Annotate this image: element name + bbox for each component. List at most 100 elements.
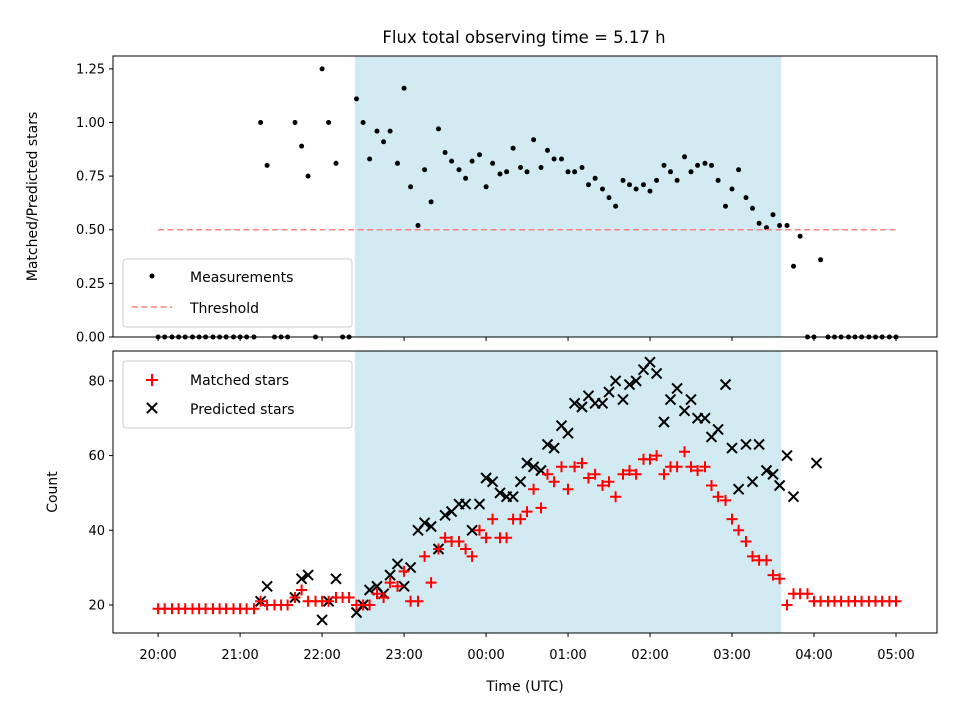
count-legend-box	[122, 360, 353, 429]
measurement-point	[750, 205, 755, 211]
measurement-point	[702, 160, 708, 166]
predicted-star-point	[295, 573, 308, 585]
measurement-point	[729, 186, 735, 192]
legend-measurement-marker	[149, 273, 155, 279]
matched-star-point	[289, 592, 301, 603]
matched-star-point	[740, 536, 752, 547]
count-y-axis-label: Count	[45, 471, 61, 513]
matched-star-point	[412, 595, 424, 607]
matched-star-point	[712, 491, 724, 503]
matched-star-point	[466, 550, 478, 562]
measurement-point	[422, 167, 428, 173]
matched-star-point	[425, 577, 437, 589]
measurement-point	[756, 220, 762, 226]
predicted-star-point	[521, 457, 533, 469]
measurement-point	[387, 128, 393, 134]
ratio-x-ticks	[157, 337, 897, 341]
predicted-star-point	[787, 490, 800, 503]
predicted-star-point	[719, 378, 732, 391]
predicted-star-point	[609, 375, 622, 387]
matched-star-point	[460, 543, 472, 555]
measurement-point	[415, 223, 421, 228]
matched-star-point	[282, 599, 294, 611]
predicted-star-point	[576, 401, 588, 413]
matched-star-point	[515, 513, 526, 525]
predicted-star-point	[678, 405, 691, 417]
measurement-point	[292, 120, 298, 125]
predicted-star-point	[781, 449, 793, 462]
matched-star-point	[371, 588, 383, 600]
measurement-point	[456, 167, 462, 173]
predicted-star-point	[562, 427, 574, 439]
matched-star-point	[610, 491, 622, 503]
matched-star-point	[255, 595, 267, 607]
measurement-point	[333, 160, 339, 166]
predicted-star-point	[507, 490, 519, 503]
predicted-star-point	[650, 367, 663, 380]
measurement-point	[518, 165, 523, 170]
ratio-legend: Measurements Threshold	[122, 258, 353, 328]
count-axes-frame	[112, 350, 938, 634]
measurement-point	[592, 175, 598, 181]
measurement-point	[784, 223, 790, 228]
measurement-point	[559, 156, 564, 162]
matched-star-point	[576, 457, 588, 469]
measurement-point	[490, 160, 496, 166]
matched-star-point	[556, 461, 567, 473]
measurement-point	[408, 184, 414, 190]
y-tick-label: 40	[88, 524, 105, 539]
measurement-point	[477, 152, 482, 158]
x-tick-label: 20:00	[139, 648, 176, 663]
ratio-panel: Flux total observing time = 5.17 h 0.000…	[25, 28, 938, 346]
observing-span-shading	[354, 56, 782, 337]
legend-measurements-label: Measurements	[190, 270, 293, 286]
measurement-point	[395, 160, 400, 166]
matched-star-point	[398, 565, 410, 577]
predicted-star-point	[568, 397, 581, 410]
predicted-star-point	[398, 580, 410, 593]
predicted-star-point	[302, 569, 314, 581]
measurement-point	[565, 169, 571, 175]
legend-predicted-marker	[146, 402, 158, 414]
matched-star-point	[651, 450, 663, 462]
predicted-star-point	[630, 375, 642, 387]
measurement-point	[299, 143, 305, 149]
measurement-point	[545, 147, 550, 153]
x-tick-label: 23:00	[385, 648, 422, 663]
ratio-y-axis-label: Matched/Predicted stars	[25, 112, 41, 282]
matched-star-point	[658, 468, 670, 480]
matched-star-point	[733, 524, 745, 536]
measurement-point	[736, 167, 742, 173]
y-tick-label: 0.75	[76, 170, 105, 185]
predicted-star-point	[623, 378, 636, 391]
measurement-point	[600, 186, 605, 192]
measurement-point	[442, 150, 448, 155]
matched-star-point	[364, 599, 376, 611]
predicted-star-point	[810, 457, 823, 469]
matched-star-point	[583, 472, 594, 484]
predicted-star-point	[699, 412, 711, 424]
measurement-point	[374, 128, 380, 134]
measurement-point	[428, 199, 434, 205]
predicted-star-point	[473, 498, 486, 510]
measurement-point	[770, 212, 776, 218]
measurement-point	[674, 177, 680, 183]
count-panel: 20 40 60 80 20:00 21:00 22:00 23:00 00:00 01:00 0…	[45, 350, 938, 695]
ratio-chart-title: Flux total observing time = 5.17 h	[382, 28, 665, 47]
y-tick-label: 1.25	[76, 62, 105, 77]
ratio-legend-box	[122, 258, 353, 328]
matched-star-point	[781, 599, 793, 611]
y-tick-label: 0.25	[76, 277, 105, 292]
matched-star-point	[589, 468, 601, 480]
predicted-star-point	[767, 468, 779, 481]
measurement-point	[469, 158, 475, 164]
measurement-point	[586, 182, 591, 188]
matched-star-point	[692, 465, 704, 476]
predicted-star-point	[548, 442, 560, 454]
predicted-star-point	[760, 464, 773, 477]
predicted-star-point	[439, 509, 451, 522]
predicted-star-point	[740, 438, 752, 451]
measurement-point	[613, 203, 619, 209]
legend-predicted-label: Predicted stars	[190, 402, 295, 418]
